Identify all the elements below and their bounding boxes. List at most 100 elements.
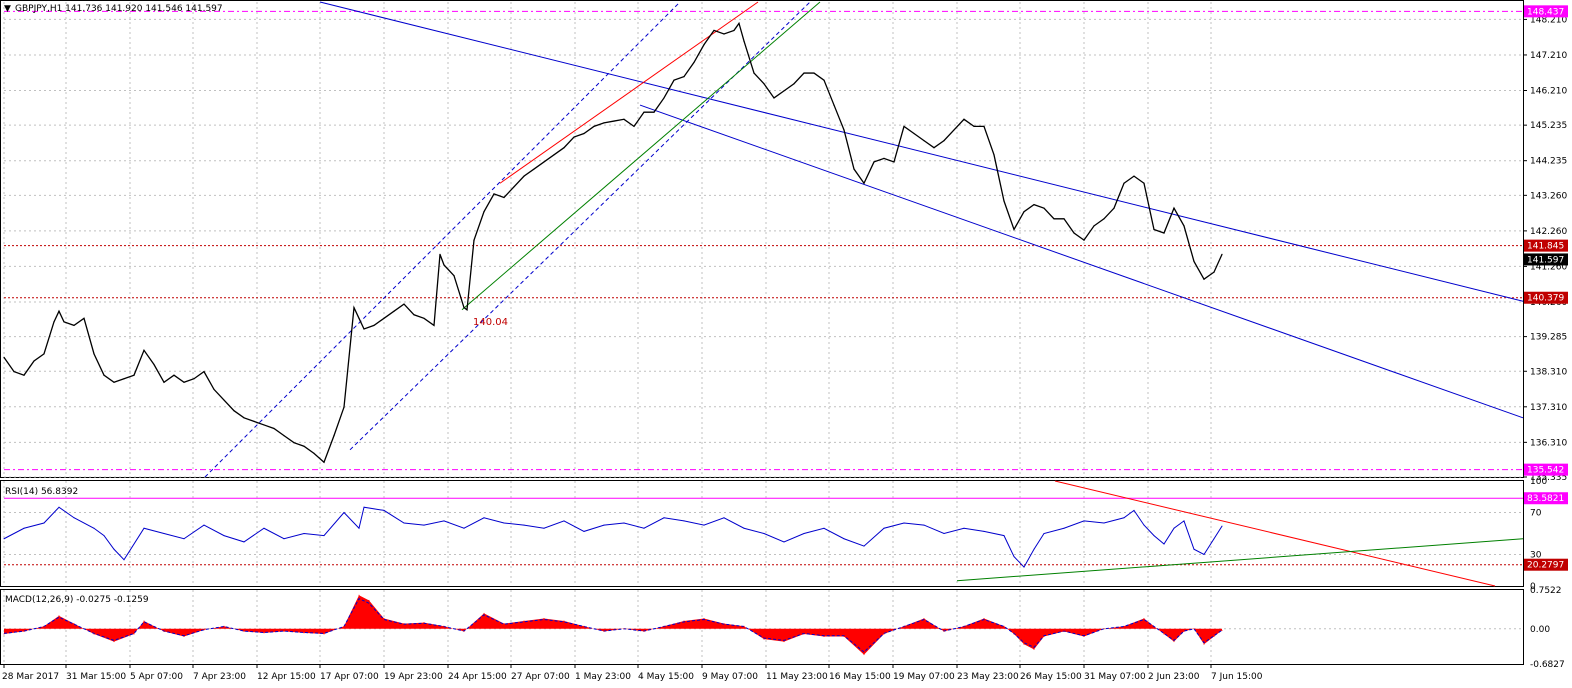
x-tick-label: 5 Apr 07:00 — [130, 672, 183, 682]
rsi-point — [58, 506, 60, 508]
price-point — [423, 317, 425, 319]
macd-bar-point — [663, 625, 665, 627]
price-point — [803, 72, 805, 74]
price-point — [943, 140, 945, 142]
rsi-green-trendline — [956, 538, 1524, 582]
macd-bar-point — [703, 617, 705, 619]
macd-title: MACD(12,26,9) -0.0275 -0.1259 — [5, 595, 149, 605]
rsi-point — [43, 522, 45, 524]
macd-bar-point — [463, 630, 465, 632]
rsi-point — [1153, 535, 1155, 537]
price-point — [973, 125, 975, 127]
price-point — [163, 381, 165, 383]
macd-bar-point — [1033, 648, 1035, 650]
y-tick-label: 145.235 — [1530, 121, 1567, 131]
macd-bar-point — [583, 625, 585, 627]
price-point — [323, 461, 325, 463]
rsi-point — [103, 535, 105, 537]
price-point — [1221, 253, 1223, 255]
macd-bar-point — [623, 628, 625, 630]
rsi-upper-tag-box — [1524, 492, 1568, 505]
rising-channel-upper — [204, 1, 681, 478]
rsi-series-line — [3, 506, 1223, 568]
rsi-y-tick-label: 70 — [1530, 509, 1542, 519]
rsi-point — [203, 524, 205, 526]
support-price-tag: 140.379 — [1527, 294, 1564, 304]
price-point — [1053, 218, 1055, 220]
rsi-point — [263, 527, 265, 529]
price-point — [903, 125, 905, 127]
price-point — [123, 378, 125, 380]
price-point — [1123, 182, 1125, 184]
current-price-tag-box — [1524, 253, 1568, 266]
price-point — [738, 22, 740, 24]
price-point — [403, 303, 405, 305]
y-tick-label: 138.310 — [1530, 367, 1567, 377]
rsi-point — [903, 522, 905, 524]
y-tick-label: 144.235 — [1530, 157, 1567, 167]
price-point — [923, 140, 925, 142]
x-tick-label: 28 Mar 2017 — [2, 672, 59, 682]
rsi-point — [703, 524, 705, 526]
rsi-point — [723, 517, 725, 519]
price-point — [193, 378, 195, 380]
price-point — [213, 388, 215, 390]
price-point — [983, 125, 985, 127]
rsi-point — [943, 533, 945, 534]
price-point — [853, 168, 855, 170]
macd-bar-point — [823, 636, 825, 638]
macd-bar-point — [403, 623, 405, 625]
macd-bar-point — [368, 599, 370, 601]
macd-bar-point — [683, 620, 685, 622]
price-point — [603, 122, 605, 124]
rsi-point — [123, 559, 125, 561]
series-layer — [3, 21, 1223, 656]
rsi-point — [143, 527, 145, 529]
rsi-point — [463, 527, 465, 529]
price-point — [593, 125, 595, 127]
price-point — [583, 132, 585, 135]
x-tick-label: 11 May 23:00 — [766, 672, 828, 682]
rsi-point — [383, 509, 385, 511]
macd-bar-point — [343, 625, 345, 627]
macd-bar-point — [1063, 630, 1065, 632]
price-point — [83, 317, 85, 319]
price-series-line — [3, 21, 1223, 464]
low-price-tag: 135.542 — [1527, 466, 1564, 476]
price-point — [363, 328, 365, 330]
rsi-point — [363, 506, 365, 508]
rsi-point — [1143, 524, 1145, 526]
rsi-point — [223, 535, 225, 537]
rsi-point — [183, 538, 185, 540]
macd-bar-point — [113, 641, 115, 643]
macd-bar-point — [358, 594, 360, 596]
price-point — [773, 97, 775, 99]
price-point — [863, 182, 865, 184]
x-tick-label: 17 Apr 07:00 — [320, 672, 379, 682]
rsi-point — [23, 527, 25, 529]
macd-bar-point — [283, 630, 285, 632]
price-point — [883, 157, 885, 159]
price-point — [1023, 211, 1025, 213]
green-trendline — [461, 1, 821, 311]
price-point — [413, 314, 415, 316]
macd-bar-point — [903, 625, 905, 627]
rsi-point — [1221, 525, 1223, 527]
price-point — [1003, 200, 1005, 202]
rsi-point — [503, 522, 505, 524]
macd-bar-point — [163, 630, 165, 632]
x-tick-label: 7 Apr 23:00 — [193, 672, 246, 682]
rsi-point — [603, 524, 605, 526]
price-point — [173, 374, 175, 376]
macd-bar-point — [423, 622, 425, 624]
rsi-point — [323, 535, 325, 537]
x-tick-label: 16 May 15:00 — [829, 672, 891, 682]
chart-header-triangle[interactable]: ▼ — [4, 4, 11, 14]
price-point — [1163, 232, 1165, 234]
macd-bar-point — [983, 617, 985, 619]
price-pane — [0, 0, 1524, 478]
rsi-lower-tag-box — [1524, 558, 1568, 571]
x-tick-label: 7 Jun 15:00 — [1211, 672, 1263, 682]
price-point — [1203, 278, 1205, 280]
macd-bar-point — [1003, 625, 1005, 627]
